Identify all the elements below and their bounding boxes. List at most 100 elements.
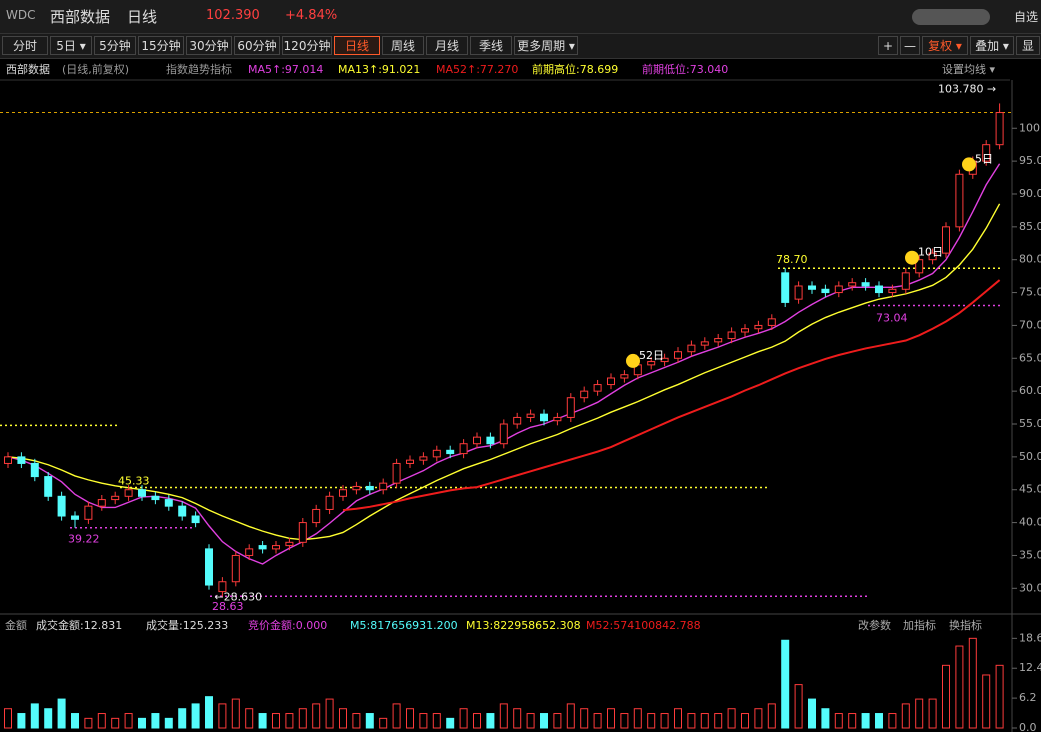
volume-bar: [205, 696, 213, 729]
volume-bar: [553, 713, 562, 729]
period-button[interactable]: 季线: [470, 36, 512, 55]
volume-bar: [138, 717, 146, 729]
volume-bar: [325, 698, 334, 729]
candle-body: [767, 318, 776, 326]
y-tick-label: 45.0: [1019, 483, 1041, 496]
volume-bar: [432, 713, 441, 729]
volume-bar: [566, 703, 575, 729]
period-button[interactable]: 日线: [334, 36, 380, 55]
volume-bar: [473, 713, 481, 729]
period-button[interactable]: 30分钟: [186, 36, 232, 55]
candle-body: [875, 285, 883, 294]
y-tick-label: 60.0: [1019, 384, 1041, 397]
volume-bar: [808, 698, 816, 729]
candle-body: [848, 282, 857, 287]
candle-body: [674, 351, 682, 359]
volume-bar: [754, 708, 763, 729]
volume-info: M5:817656931.200: [350, 619, 458, 632]
candle-body: [191, 515, 200, 524]
settings[interactable]: 设置均线 ▾: [942, 62, 995, 76]
y-tick-label: 90.0: [1019, 187, 1041, 200]
volume-bar: [767, 703, 776, 729]
period-button[interactable]: 周线: [382, 36, 424, 55]
volume-bar: [97, 713, 106, 729]
candle-body: [821, 288, 830, 294]
period-button[interactable]: 5分钟: [94, 36, 136, 55]
volume-bar: [513, 708, 522, 729]
volume-info: M13:822958652.308: [466, 619, 581, 632]
volume-bar: [540, 713, 548, 729]
candle-body: [44, 476, 53, 497]
y-tick-label: 95.0: [1019, 154, 1041, 167]
volume-bar: [30, 703, 39, 729]
period-button[interactable]: 120分钟: [282, 36, 332, 55]
volume-bar: [888, 713, 897, 729]
volume-bar: [674, 708, 682, 729]
search[interactable]: [912, 9, 990, 25]
volume-bar: [392, 703, 401, 729]
candle-body: [138, 489, 146, 497]
volume-bar: [955, 645, 964, 729]
candle-body: [124, 489, 133, 497]
ma-line: [342, 279, 1001, 512]
period-button[interactable]: 月线: [426, 36, 468, 55]
volume-bar: [151, 713, 160, 729]
change: +4.84%: [285, 8, 338, 23]
marker-icon: [962, 157, 976, 172]
candle-body: [928, 252, 937, 261]
candle-body: [486, 436, 495, 445]
volume-bar: [379, 717, 388, 729]
candle-body: [620, 374, 629, 379]
period-button[interactable]: 更多周期 ▾: [514, 36, 578, 55]
volume-bar: [928, 698, 937, 729]
period-button[interactable]: 15分钟: [138, 36, 184, 55]
period-button[interactable]: 分时: [2, 36, 48, 55]
candle-body: [459, 443, 468, 455]
candle-body: [647, 361, 656, 366]
info-name: 西部数据: [6, 62, 50, 76]
candle-body: [660, 357, 669, 363]
volume-bar: [727, 708, 736, 729]
candle-body: [218, 581, 227, 593]
tool-button[interactable]: —: [900, 36, 920, 55]
candle-body: [794, 285, 803, 300]
candle-body: [513, 416, 522, 425]
period-button[interactable]: 5日 ▾: [50, 36, 92, 55]
tool-button[interactable]: 叠加 ▾: [970, 36, 1014, 55]
candle-body: [526, 413, 535, 418]
marker-icon: [905, 250, 919, 265]
info-low: 前期低位:73.040: [642, 62, 728, 76]
info-ma52: MA52↑:77.270: [436, 63, 518, 76]
volume-bar: [834, 713, 843, 729]
level-label: 73.04: [876, 311, 908, 324]
volume-bar: [312, 703, 321, 729]
tool-button[interactable]: 显: [1016, 36, 1040, 55]
y-tick-label: 75.0: [1019, 286, 1041, 299]
candle-body: [245, 548, 254, 556]
candle-body: [4, 456, 12, 464]
info-ma13: MA13↑:91.021: [338, 63, 420, 76]
toolbar: 分时 5日 ▾ 5分钟 15分钟 30分钟 60分钟 120分钟 日线 周线 月线 季线 更多周期 ▾…: [0, 33, 1041, 59]
volume-bar: [178, 708, 187, 729]
volume-bar: [272, 713, 280, 729]
candle-body: [57, 495, 66, 517]
candle-body: [17, 456, 26, 464]
tool-button[interactable]: 复权 ▾: [922, 36, 968, 55]
volume-bar: [191, 703, 200, 729]
y-tick-label: 55.0: [1019, 417, 1041, 430]
tool-button[interactable]: +: [878, 36, 898, 55]
volume-bar: [687, 713, 696, 729]
volume-bar: [164, 717, 173, 729]
volume-bar: [781, 639, 790, 729]
candle-body: [419, 456, 428, 461]
v-tick-label: 18.6: [1019, 631, 1041, 644]
volume-bar: [298, 708, 307, 729]
marker-icon: [626, 353, 640, 368]
candle-body: [97, 499, 106, 507]
y-tick-label: 50.0: [1019, 450, 1041, 463]
period-button[interactable]: 60分钟: [234, 36, 280, 55]
watch-button[interactable]: 自选: [1014, 10, 1039, 24]
volume-bar: [714, 713, 723, 729]
volume-bar: [71, 713, 79, 729]
